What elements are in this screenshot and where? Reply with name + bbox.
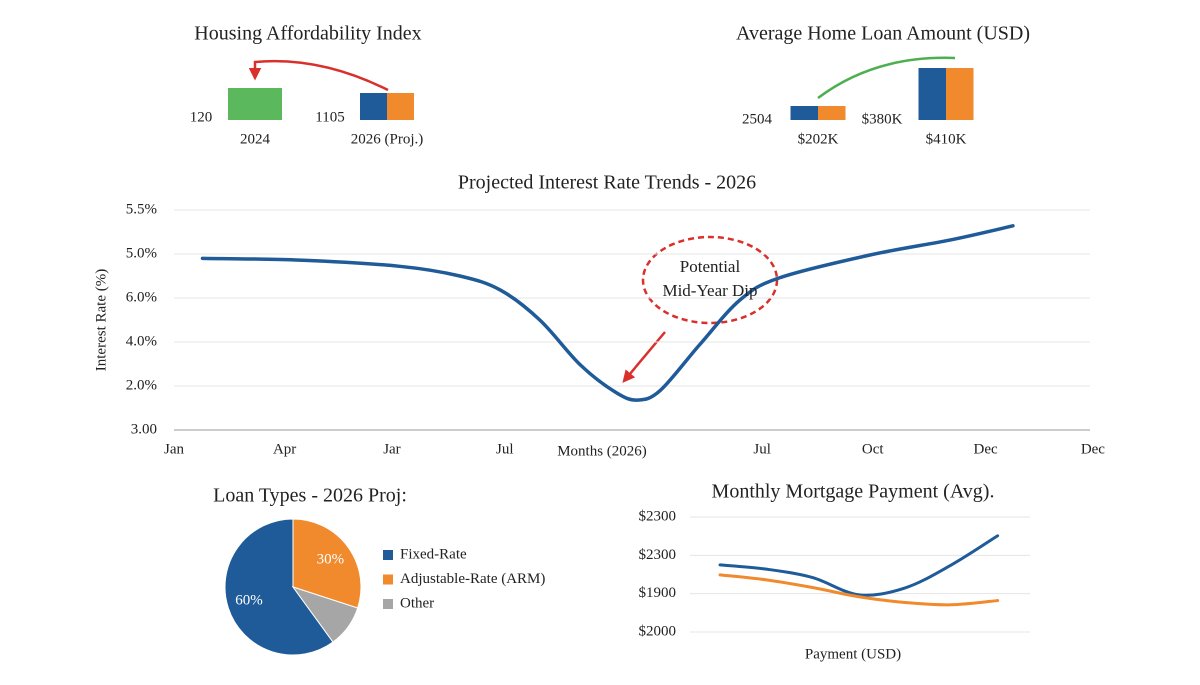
category-label: $202K [798,131,839,147]
x-tick-label: Jan [164,441,184,457]
legend-swatch [383,599,393,609]
bar [360,93,387,120]
category-label: 2024 [240,131,271,147]
trend-arrow [248,59,389,92]
y-tick-label: 3.00 [131,421,157,437]
chart-title: Projected Interest Rate Trends - 2026 [458,172,756,194]
pie-slice [224,518,334,656]
line-series [718,573,1000,607]
y-tick-label: $1900 [639,585,677,601]
y-tick-label: 5.5% [126,201,157,217]
legend-swatch [383,550,393,560]
x-axis-label: Payment (USD) [805,646,901,662]
x-axis-label: Months (2026) [557,443,647,459]
x-tick-label: Jul [753,441,771,457]
annotation: Potential [680,257,741,276]
bar [790,106,818,120]
bar [387,93,414,120]
line-series [718,534,1000,597]
x-tick-label: Apr [273,441,296,457]
pie-slice [291,586,359,643]
slice-label: 60% [235,593,263,609]
bar [818,106,846,120]
callout-arrow [622,331,666,383]
annotation: Mid-Year Dip [662,281,757,300]
x-tick-label: Jul [496,441,514,457]
chart-title: Monthly Mortgage Payment (Avg). [712,481,995,503]
legend-label: Adjustable-Rate (ARM) [400,571,545,587]
y-tick-label: 6.0% [126,289,157,305]
legend-label: Fixed-Rate [400,546,467,562]
legend-swatch [383,574,393,585]
annotation: 2504 [742,111,773,127]
bar [228,88,282,120]
bar [946,68,974,120]
category-label: $410K [926,131,967,147]
annotation: 1105 [315,109,344,125]
x-tick-label: Oct [862,441,884,457]
legend-label: Other [400,595,434,611]
chart-title: Housing Affordability Index [194,23,421,45]
chart-title: Average Home Loan Amount (USD) [736,23,1030,45]
annotation: $380K [862,111,903,127]
bar [918,68,946,120]
y-tick-label: 4.0% [126,333,157,349]
annotation: 120 [190,109,213,125]
y-tick-label: $2300 [639,547,677,563]
x-tick-label: Dec [1081,441,1105,457]
x-tick-label: Jar [383,441,401,457]
y-tick-label: 5.0% [126,245,157,261]
y-axis-label: Interest Rate (%) [93,269,109,371]
chart-title: Loan Types - 2026 Proj: [213,485,407,507]
pie-slice [292,518,362,609]
trend-arc [817,56,956,99]
slice-label: 30% [317,551,345,567]
y-tick-label: $2000 [639,623,677,639]
y-tick-label: $2300 [639,508,677,524]
line-series [200,224,1015,402]
x-tick-label: Dec [973,441,997,457]
category-label: 2026 (Proj.) [351,131,424,147]
y-tick-label: 2.0% [126,377,157,393]
